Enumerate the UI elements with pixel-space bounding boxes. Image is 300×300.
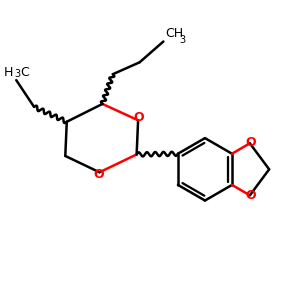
Text: CH: CH [165, 27, 183, 40]
Text: O: O [245, 136, 256, 149]
Text: H: H [4, 66, 13, 79]
Text: O: O [134, 111, 144, 124]
Text: O: O [245, 189, 256, 203]
Text: 3: 3 [15, 69, 21, 79]
Text: 3: 3 [179, 35, 185, 45]
Text: C: C [20, 66, 29, 79]
Text: O: O [94, 168, 104, 181]
